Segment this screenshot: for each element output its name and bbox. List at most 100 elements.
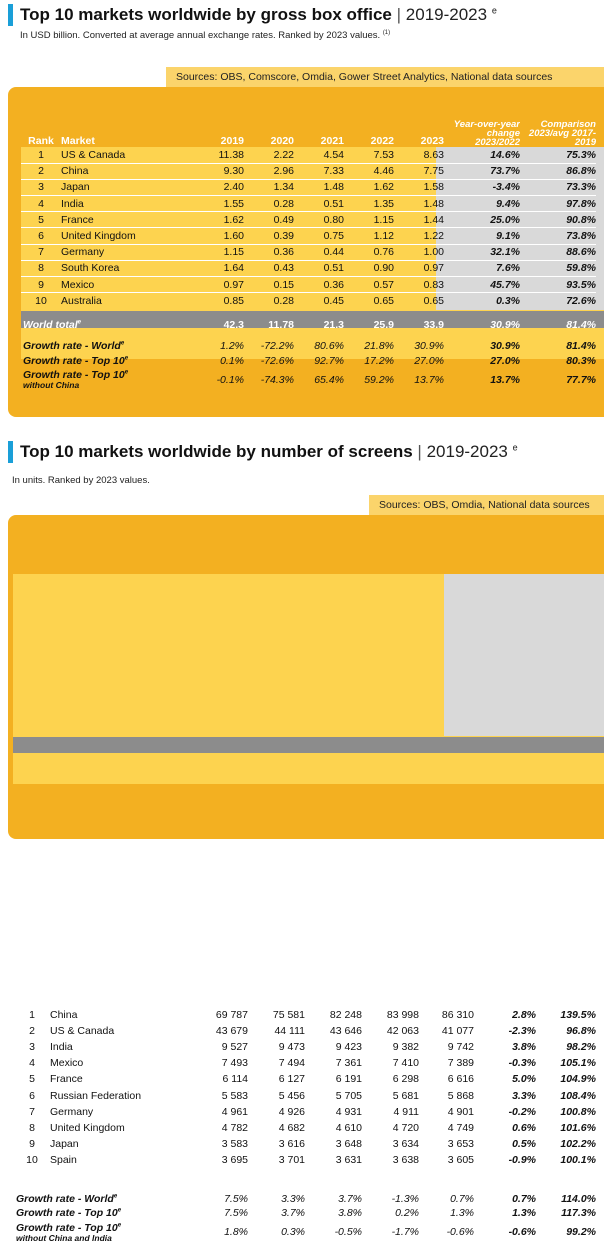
- total-yoy-cell: 0.7%: [512, 1171, 536, 1184]
- table-row: 4 India 1.55 0.28 0.51 1.35 1.48 9.4% 97.8%: [21, 196, 596, 212]
- value-cell: 6 298: [392, 1073, 419, 1086]
- growth-value-cell: -1.3%: [391, 1193, 419, 1206]
- growth-value-cell: 3.7%: [338, 1193, 362, 1206]
- market-cell: South Korea: [61, 262, 120, 275]
- growth-value-cell: 1.2%: [220, 340, 244, 353]
- col-2023: 2023: [450, 995, 474, 1007]
- growth-value-cell: -0.1%: [216, 373, 244, 386]
- yoy-cell: -2.3%: [508, 1025, 536, 1038]
- growth-comparison-cell: 80.3%: [566, 354, 596, 367]
- value-cell: 0.57: [373, 278, 394, 291]
- col-yoy: Year-over-year change 2023/2022: [453, 119, 520, 147]
- value-cell: 9 382: [392, 1041, 419, 1054]
- box-office-grey-col: [436, 147, 604, 310]
- value-cell: 1.15: [373, 213, 394, 226]
- growth-value-cell: 0.7%: [450, 1193, 474, 1206]
- market-cell: United Kingdom: [61, 230, 136, 243]
- market-cell: China: [61, 165, 89, 178]
- comparison-cell: 75.3%: [566, 148, 596, 161]
- value-cell: 7 389: [447, 1057, 474, 1070]
- table-row: 8 United Kingdom 4 782 4 682 4 610 4 720 4 749…: [14, 1120, 596, 1136]
- table-row: 10 Spain 3 695 3 701 3 631 3 638 3 605 -0.9% 100…: [14, 1152, 596, 1168]
- value-cell: 9 742: [447, 1041, 474, 1054]
- growth-yoy-cell: 0.7%: [512, 1193, 536, 1206]
- growth-comparison-cell: 99.2%: [566, 1226, 596, 1239]
- market-cell: India: [61, 197, 84, 210]
- value-cell: 1.00: [423, 246, 444, 259]
- col-2021: 2021: [320, 135, 344, 147]
- table-row: 10 Australia 0.85 0.28 0.45 0.65 0.65 0.3% 72.6%: [21, 293, 596, 309]
- value-cell: 7.75: [423, 165, 444, 178]
- value-cell: 7.33: [323, 165, 344, 178]
- rank-cell: 5: [29, 1073, 35, 1086]
- total-label-text: World total: [23, 319, 78, 332]
- yoy-cell: 0.6%: [512, 1121, 536, 1134]
- value-cell: 1.55: [223, 197, 244, 210]
- col-2019: 2019: [220, 135, 244, 147]
- growth-label-mark: e: [117, 1222, 122, 1229]
- growth-label: Growth rate - Worlde: [14, 1192, 172, 1206]
- value-cell: 4 610: [335, 1121, 362, 1134]
- yoy-cell: 9.4%: [496, 197, 520, 210]
- col-2021: 2021: [338, 995, 362, 1007]
- growth-value-cell: 80.6%: [314, 340, 344, 353]
- rank-cell: 8: [29, 1121, 35, 1134]
- value-cell: 82 248: [329, 1008, 362, 1021]
- table-row: 8 South Korea 1.64 0.43 0.51 0.90 0.97 7.6% 59.8…: [21, 260, 596, 277]
- rank-cell: 10: [35, 295, 47, 308]
- rank-cell: 4: [38, 197, 44, 210]
- value-cell: 1.58: [423, 181, 444, 194]
- rank-cell: 6: [38, 230, 44, 243]
- growth-label: Growth rate - Top 10e: [21, 353, 166, 368]
- box-office-panel: [8, 87, 604, 417]
- growth-yoy-cell: -0.6%: [508, 1226, 536, 1239]
- market-cell: Japan: [61, 181, 90, 194]
- comparison-cell: 105.1%: [560, 1057, 596, 1070]
- growth-value-cell: 17.2%: [364, 354, 394, 367]
- value-cell: 0.45: [323, 295, 344, 308]
- table-row: 6 United Kingdom 1.60 0.39 0.75 1.12 1.22 9.1% 7…: [21, 228, 596, 245]
- rank-cell: 10: [26, 1154, 38, 1167]
- growth-label: Growth rate - Worlde: [21, 339, 166, 354]
- yoy-cell: 25.0%: [490, 213, 520, 226]
- value-cell: 1.12: [373, 230, 394, 243]
- total-value-cell: 42.3: [223, 319, 244, 332]
- value-cell: 1.34: [273, 181, 294, 194]
- comparison-cell: 72.6%: [566, 295, 596, 308]
- value-cell: 75 581: [272, 1008, 305, 1021]
- total-value-cell: 11.78: [268, 319, 294, 332]
- comparison-cell: 96.8%: [566, 1025, 596, 1038]
- total-yoy-cell: 30.9%: [490, 319, 520, 332]
- growth-comparison-cell: 77.7%: [566, 373, 596, 386]
- growth-row: Growth rate - Worlde 7.5% 3.3% 3.7% -1.3% 0.7…: [14, 1192, 596, 1206]
- growth-row: Growth rate - Top 10e without China -0.1% -…: [21, 368, 596, 392]
- growth-value-cell: 1.8%: [224, 1226, 248, 1239]
- col-rank: Rank: [14, 995, 40, 1007]
- comparison-cell: 108.4%: [560, 1089, 596, 1102]
- box-office-total-bg: [21, 311, 604, 328]
- growth-value-cell: -0.5%: [334, 1226, 362, 1239]
- value-cell: 1.22: [423, 230, 444, 243]
- growth-value-cell: -72.2%: [260, 340, 294, 353]
- screens-panel: [8, 515, 604, 839]
- rank-cell: 1: [29, 1008, 35, 1021]
- comparison-cell: 59.8%: [566, 262, 596, 275]
- value-cell: 4 682: [278, 1121, 305, 1134]
- growth-value-cell: 7.5%: [224, 1207, 248, 1220]
- value-cell: 7 410: [392, 1057, 419, 1070]
- box-office-title-row: Top 10 markets worldwide by gross box of…: [8, 4, 497, 26]
- market-cell: United Kingdom: [50, 1121, 125, 1134]
- growth-row: Growth rate - Top 10e 7.5% 3.7% 3.8% 0.2% 1.3…: [14, 1206, 596, 1220]
- table-row: 7 Germany 4 961 4 926 4 931 4 911 4 901 -0.2% 10…: [14, 1104, 596, 1120]
- total-value-cell: 215 337: [324, 1171, 362, 1184]
- growth-value-cell: 92.7%: [314, 354, 344, 367]
- value-cell: 2.40: [223, 181, 244, 194]
- growth-label-mark: e: [124, 355, 129, 362]
- value-cell: 43 679: [215, 1025, 248, 1038]
- col-market: Market: [50, 995, 84, 1007]
- value-cell: 3 631: [335, 1154, 362, 1167]
- value-cell: 3 653: [447, 1137, 474, 1150]
- growth-label-mark: e: [124, 369, 129, 376]
- value-cell: 1.62: [373, 181, 394, 194]
- market-cell: India: [50, 1041, 73, 1054]
